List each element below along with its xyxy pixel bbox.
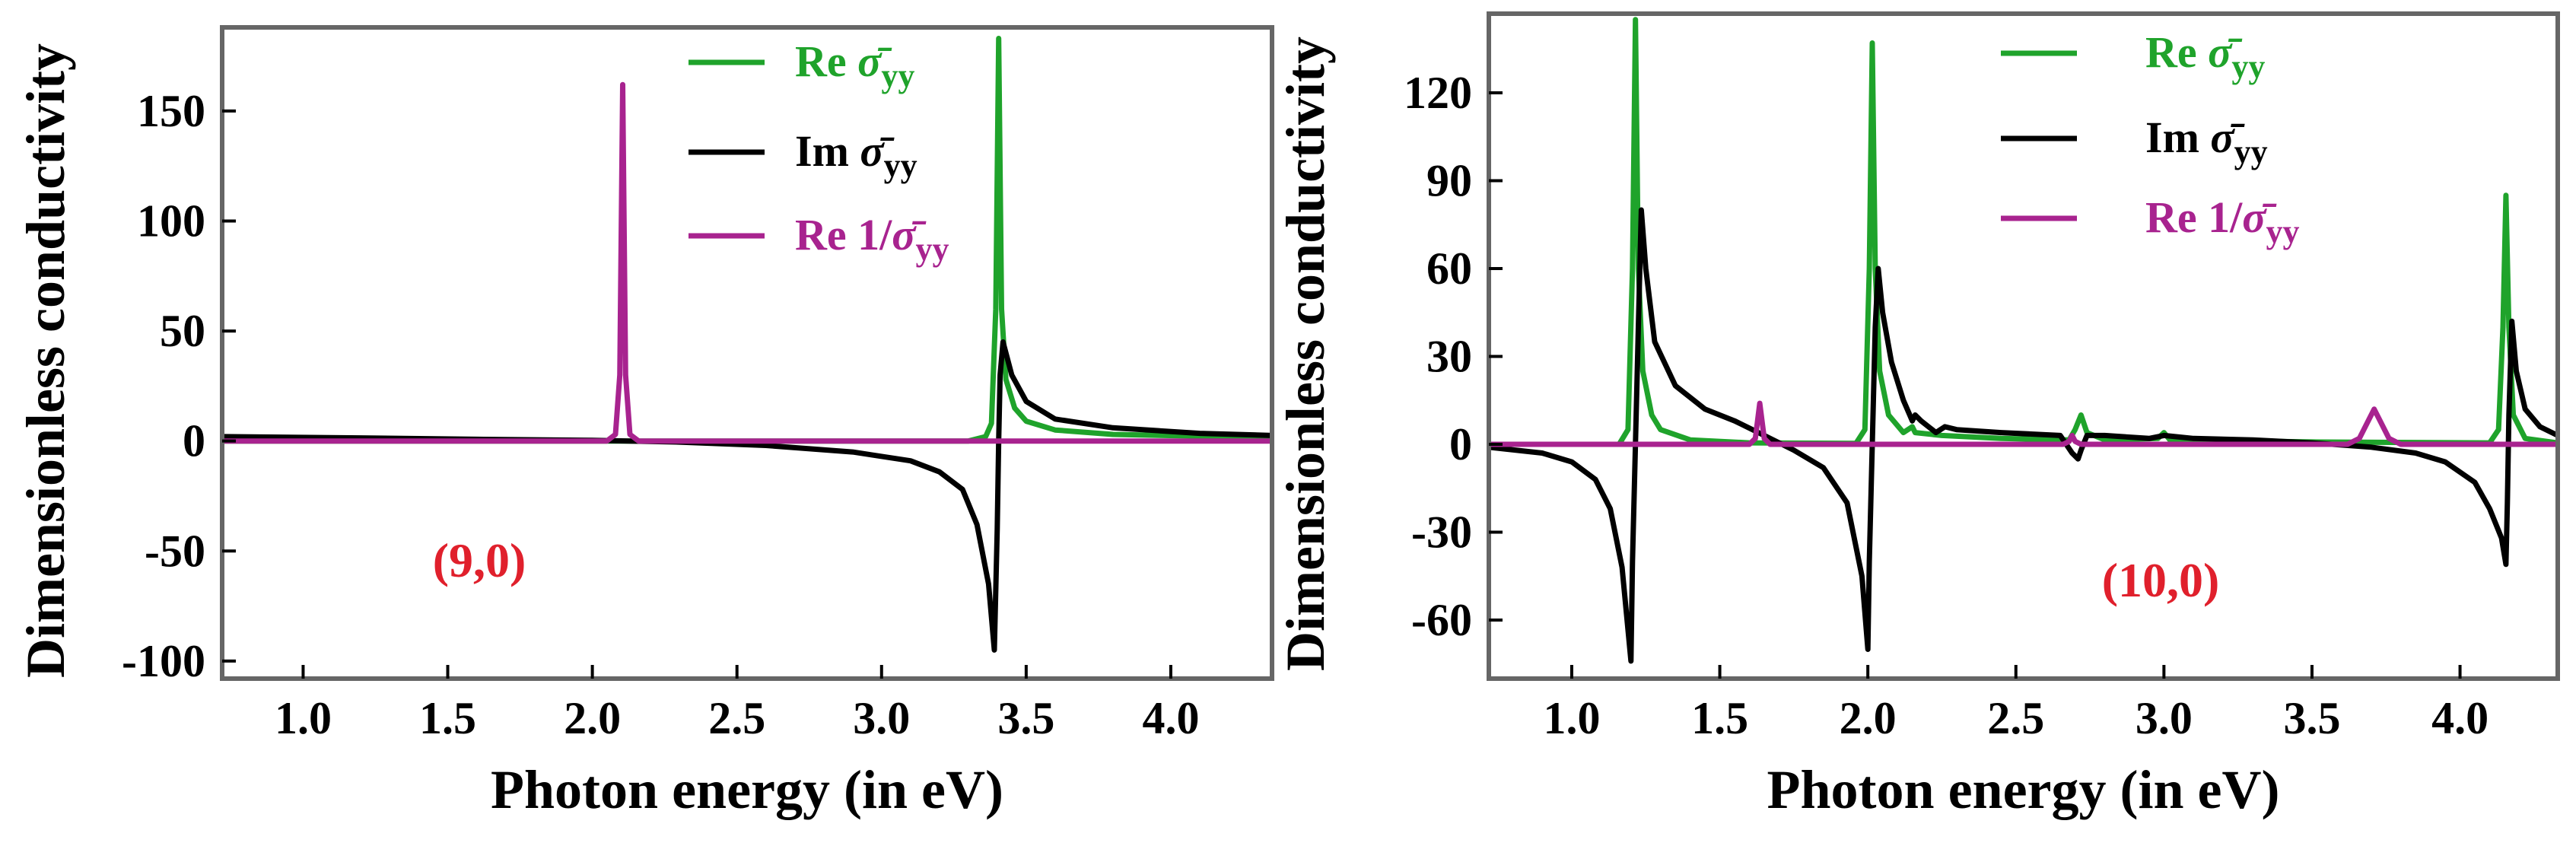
- plot-frame: [1487, 11, 2560, 681]
- y-tick-label: 150: [137, 86, 205, 136]
- y-tick-label: 0: [1449, 419, 1472, 469]
- y-axis-label: Dimensionless conductivity: [15, 43, 76, 678]
- x-tick-label: 3.0: [853, 693, 910, 743]
- x-tick-label: 1.0: [275, 693, 332, 743]
- chart-panel-left: 1.0 1.5 2.0 2.5 3.0 3.5 4.0 -100 -50 0 50 100 150 Pho…: [15, 25, 1274, 820]
- x-axis-label: Photon energy (in eV): [1767, 759, 2280, 820]
- y-tick-label: -60: [1411, 595, 1472, 645]
- y-tick-label: 60: [1426, 243, 1472, 294]
- x-tick-label: 1.5: [1691, 693, 1748, 743]
- legend-entry: Im σ̄yy: [2145, 113, 2268, 170]
- y-tick-label: 50: [160, 306, 205, 356]
- x-tick-label: 1.0: [1543, 693, 1600, 743]
- series-line-re-1-yy: [222, 81, 1272, 444]
- x-tick-label: 4.0: [2431, 693, 2489, 743]
- y-tick-label: 120: [1404, 68, 1472, 118]
- x-axis-label: Photon energy (in eV): [491, 759, 1003, 820]
- legend: Re σ̄yy Im σ̄yy Re 1/σ̄yy: [689, 37, 949, 268]
- series-line-re-yy: [222, 36, 1272, 444]
- legend-entry: Re σ̄yy: [2145, 27, 2265, 85]
- chirality-annotation: (9,0): [433, 533, 526, 587]
- plot-frame: [220, 25, 1274, 681]
- x-tick-label: 3.0: [2136, 693, 2193, 743]
- x-tick-label: 3.5: [2283, 693, 2340, 743]
- legend-entry: Re σ̄yy: [795, 37, 914, 94]
- y-tick-label: 0: [183, 416, 205, 466]
- x-tick-label: 2.5: [708, 693, 765, 743]
- x-tick-label: 3.5: [997, 693, 1054, 743]
- y-tick-label: 90: [1426, 155, 1472, 205]
- legend-entry: Re 1/σ̄yy: [2145, 192, 2300, 250]
- y-tick-label: 100: [137, 196, 205, 246]
- x-tick-label: 4.0: [1142, 693, 1199, 743]
- y-tick-label: -50: [145, 526, 205, 576]
- x-tick-label: 1.5: [419, 693, 476, 743]
- legend: Re σ̄yy Im σ̄yy Re 1/σ̄yy: [2001, 27, 2300, 250]
- legend-entry: Re 1/σ̄yy: [795, 210, 949, 268]
- x-tick-label: 2.5: [1987, 693, 2044, 743]
- legend-entry: Im σ̄yy: [795, 126, 918, 184]
- y-tick-label: -100: [122, 636, 205, 686]
- y-tick-label: -30: [1411, 507, 1472, 557]
- series-line-im-yy: [1489, 207, 2558, 664]
- y-tick-label: 30: [1426, 331, 1472, 381]
- x-tick-label: 2.0: [1840, 693, 1897, 743]
- chart-panel-right: 1.0 1.5 2.0 2.5 3.0 3.5 4.0 -60 -30 0 30 60 90 120 Pho…: [1275, 11, 2560, 820]
- series-line-im-yy: [222, 339, 1272, 653]
- y-axis-label: Dimensionless conductivity: [1275, 37, 1336, 671]
- chirality-annotation: (10,0): [2102, 553, 2220, 607]
- series-line-re-1-yy: [1489, 400, 2558, 447]
- series-line-re-yy: [1489, 17, 2558, 447]
- x-tick-label: 2.0: [564, 693, 621, 743]
